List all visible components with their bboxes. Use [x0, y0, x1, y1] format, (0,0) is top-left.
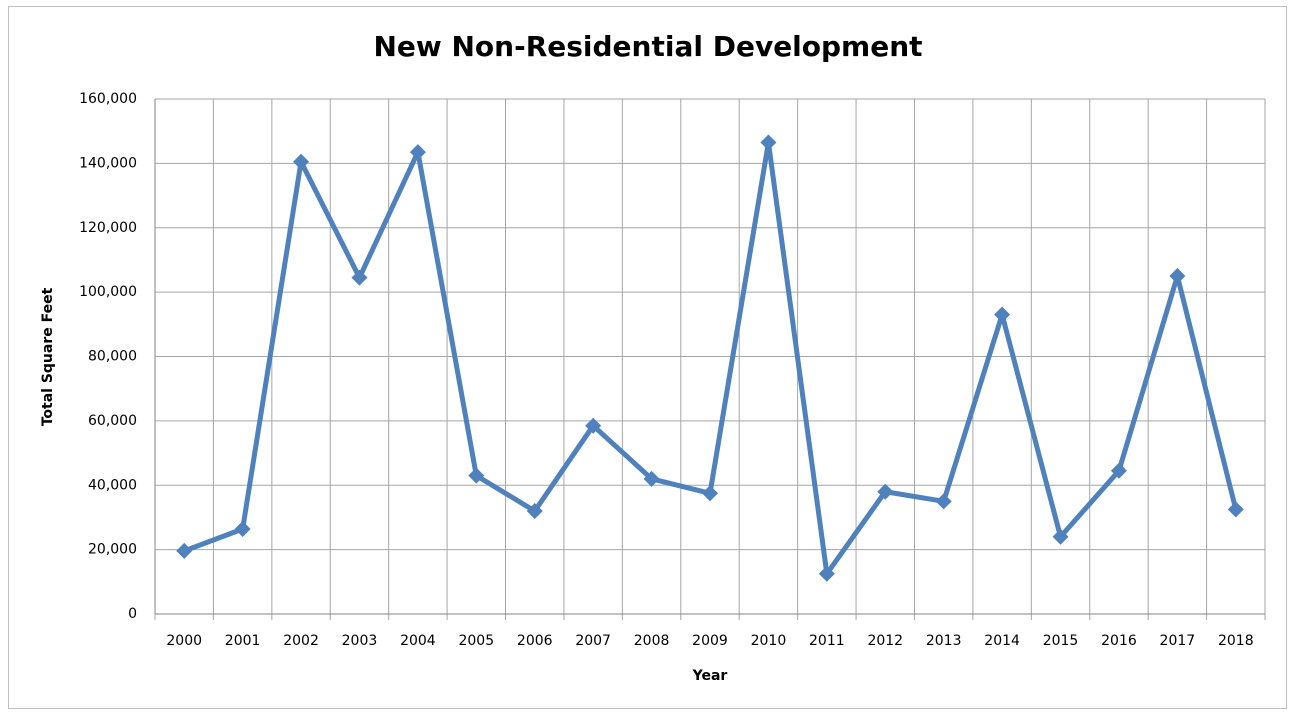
data-marker — [818, 565, 835, 582]
x-tick-label: 2013 — [926, 633, 962, 649]
data-marker — [234, 521, 251, 538]
y-axis-title: Total Square Feet — [40, 287, 56, 426]
data-marker — [585, 417, 602, 434]
x-tick-label: 2012 — [867, 633, 903, 649]
x-tick-label: 2002 — [283, 633, 319, 649]
data-marker — [468, 467, 485, 484]
x-tick-label: 2008 — [634, 633, 670, 649]
data-marker — [994, 306, 1011, 323]
y-tick-label: 0 — [128, 606, 137, 622]
x-tick-label: 2004 — [400, 633, 436, 649]
x-tick-label: 2015 — [1043, 633, 1079, 649]
data-marker — [1110, 462, 1127, 479]
x-tick-label: 2016 — [1101, 633, 1137, 649]
x-tick-label: 2010 — [751, 633, 787, 649]
data-marker — [1052, 528, 1069, 545]
data-marker — [351, 269, 368, 286]
data-marker — [1169, 268, 1186, 285]
y-tick-label: 40,000 — [88, 477, 137, 493]
y-tick-label: 80,000 — [88, 349, 137, 365]
x-tick-label: 2009 — [692, 633, 728, 649]
data-marker — [409, 144, 426, 161]
x-tick-label: 2006 — [517, 633, 553, 649]
x-tick-label: 2014 — [984, 633, 1020, 649]
x-tick-label: 2011 — [809, 633, 845, 649]
y-tick-label: 100,000 — [79, 284, 137, 300]
x-axis-title: Year — [692, 668, 728, 684]
x-tick-label: 2001 — [225, 633, 261, 649]
data-marker — [760, 134, 777, 151]
y-tick-label: 20,000 — [88, 542, 137, 558]
data-marker — [176, 542, 193, 559]
y-tick-label: 160,000 — [79, 91, 137, 107]
x-tick-label: 2017 — [1160, 633, 1196, 649]
y-tick-label: 60,000 — [88, 413, 137, 429]
data-marker — [935, 493, 952, 510]
x-tick-label: 2018 — [1218, 633, 1254, 649]
x-tick-label: 2003 — [342, 633, 378, 649]
y-tick-label: 140,000 — [79, 155, 137, 171]
x-tick-label: 2007 — [575, 633, 611, 649]
chart-border — [8, 6, 1287, 709]
data-marker — [643, 470, 660, 487]
chart-title: New Non-Residential Development — [373, 30, 922, 63]
x-tick-label: 2000 — [166, 633, 202, 649]
x-tick-label: 2005 — [458, 633, 494, 649]
data-marker — [1227, 501, 1244, 518]
data-marker — [702, 485, 718, 502]
data-marker — [293, 153, 310, 170]
data-marker — [526, 503, 543, 519]
y-tick-label: 120,000 — [79, 220, 137, 236]
data-marker — [877, 483, 894, 500]
